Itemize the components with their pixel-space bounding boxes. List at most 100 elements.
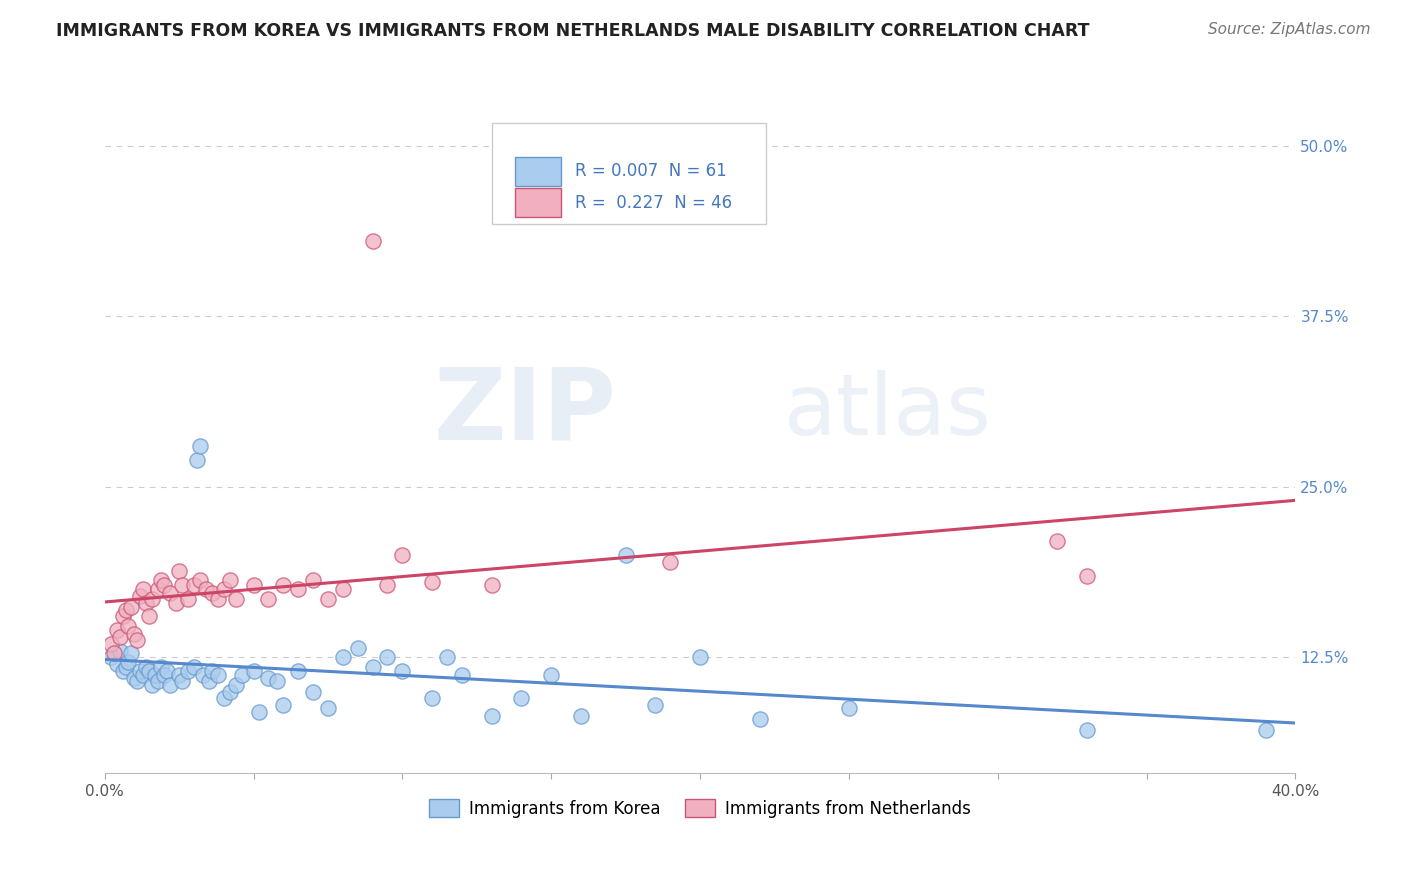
Point <box>201 586 224 600</box>
Point <box>748 712 770 726</box>
Point <box>135 660 157 674</box>
Point <box>316 591 339 606</box>
Point <box>225 678 247 692</box>
Point <box>150 573 173 587</box>
Point <box>361 234 384 248</box>
Point <box>1076 723 1098 737</box>
Point <box>391 548 413 562</box>
Point <box>108 643 131 657</box>
Point <box>218 684 240 698</box>
Point <box>170 673 193 688</box>
Text: atlas: atlas <box>783 370 991 453</box>
Point <box>225 591 247 606</box>
Point <box>188 573 211 587</box>
Point <box>332 650 354 665</box>
Point <box>100 637 122 651</box>
Point <box>177 591 200 606</box>
Point <box>111 664 134 678</box>
Point <box>481 578 503 592</box>
Point <box>540 668 562 682</box>
Point <box>207 591 229 606</box>
Point <box>212 691 235 706</box>
Point <box>127 673 149 688</box>
Point <box>114 602 136 616</box>
Point <box>201 664 224 678</box>
Point <box>167 668 190 682</box>
Point <box>183 660 205 674</box>
Point <box>659 555 682 569</box>
Point <box>287 582 309 597</box>
Point <box>111 609 134 624</box>
Point <box>377 578 399 592</box>
Point <box>614 548 637 562</box>
Point <box>105 623 128 637</box>
Point <box>249 705 271 719</box>
Point <box>346 640 368 655</box>
Point <box>271 698 294 713</box>
Point <box>170 578 193 592</box>
Point <box>266 673 288 688</box>
Point <box>124 627 146 641</box>
Point <box>167 565 190 579</box>
Point <box>165 596 187 610</box>
Point <box>156 664 179 678</box>
Point <box>218 573 240 587</box>
Point <box>302 684 325 698</box>
Point <box>271 578 294 592</box>
Point <box>316 701 339 715</box>
Point <box>242 664 264 678</box>
Point <box>148 582 170 597</box>
Point <box>391 664 413 678</box>
Point <box>481 709 503 723</box>
Point <box>105 657 128 672</box>
Point <box>148 673 170 688</box>
Point <box>124 671 146 685</box>
Point <box>188 439 211 453</box>
FancyBboxPatch shape <box>492 123 765 224</box>
Point <box>191 668 214 682</box>
Point <box>177 664 200 678</box>
Point <box>838 701 860 715</box>
Point <box>420 575 443 590</box>
Point <box>1046 534 1069 549</box>
Point <box>231 668 253 682</box>
Bar <box>516 157 561 186</box>
Point <box>644 698 666 713</box>
Point <box>1076 568 1098 582</box>
Point <box>198 673 221 688</box>
Text: R =  0.227  N = 46: R = 0.227 N = 46 <box>575 194 733 211</box>
Point <box>159 678 181 692</box>
Point <box>510 691 533 706</box>
Point <box>135 596 157 610</box>
Point <box>141 591 163 606</box>
Point <box>129 589 152 603</box>
Point <box>377 650 399 665</box>
Bar <box>516 188 561 218</box>
Point <box>143 668 166 682</box>
Point <box>242 578 264 592</box>
Point <box>117 655 139 669</box>
Text: IMMIGRANTS FROM KOREA VS IMMIGRANTS FROM NETHERLANDS MALE DISABILITY CORRELATION: IMMIGRANTS FROM KOREA VS IMMIGRANTS FROM… <box>56 22 1090 40</box>
Point <box>132 668 155 682</box>
Point <box>302 573 325 587</box>
Point <box>127 632 149 647</box>
Point <box>121 646 143 660</box>
Text: ZIP: ZIP <box>434 363 617 460</box>
Point <box>138 664 160 678</box>
Point <box>108 630 131 644</box>
Point <box>257 591 280 606</box>
Point <box>207 668 229 682</box>
Point <box>103 646 125 660</box>
Point <box>212 582 235 597</box>
Legend: Immigrants from Korea, Immigrants from Netherlands: Immigrants from Korea, Immigrants from N… <box>422 793 979 824</box>
Point <box>186 452 208 467</box>
Text: R = 0.007  N = 61: R = 0.007 N = 61 <box>575 162 727 180</box>
Point <box>194 582 217 597</box>
Point <box>436 650 458 665</box>
Point <box>132 582 155 597</box>
Text: Source: ZipAtlas.com: Source: ZipAtlas.com <box>1208 22 1371 37</box>
Point <box>121 599 143 614</box>
Point <box>332 582 354 597</box>
Point <box>159 586 181 600</box>
Point <box>117 619 139 633</box>
